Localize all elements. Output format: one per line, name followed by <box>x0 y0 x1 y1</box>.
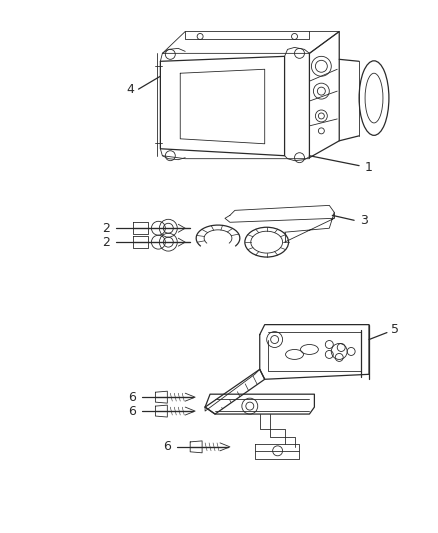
Text: 6: 6 <box>163 440 171 454</box>
Text: 3: 3 <box>360 214 368 227</box>
Text: 4: 4 <box>127 83 134 95</box>
Text: 6: 6 <box>129 391 137 403</box>
Text: 2: 2 <box>102 236 110 249</box>
Text: 2: 2 <box>102 222 110 235</box>
Text: 6: 6 <box>129 405 137 417</box>
Text: 1: 1 <box>365 161 373 174</box>
Text: 5: 5 <box>391 323 399 336</box>
